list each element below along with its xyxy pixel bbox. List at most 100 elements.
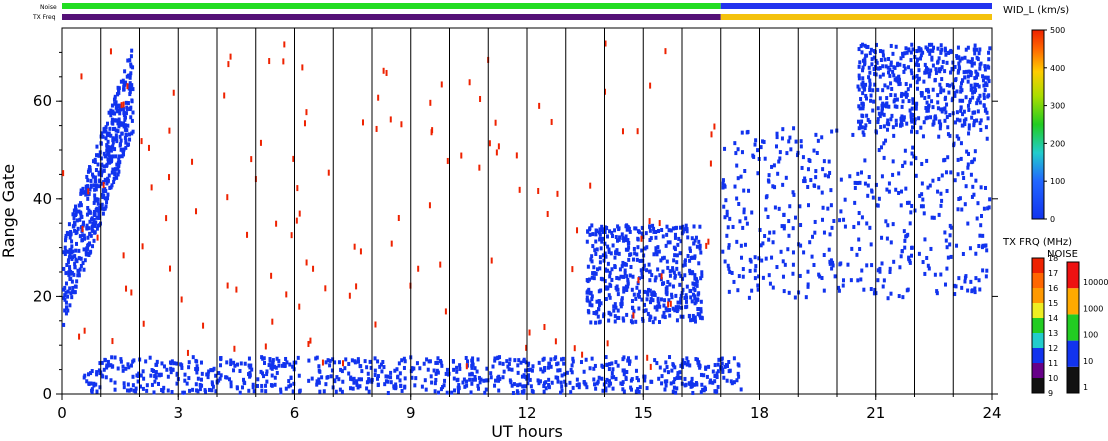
data-cell <box>489 371 493 376</box>
data-cell <box>359 364 363 369</box>
x-tick-label-3: 9 <box>406 404 416 422</box>
data-cell <box>157 372 161 377</box>
data-cell <box>901 54 905 59</box>
data-cell <box>561 356 565 361</box>
data-cell <box>799 223 803 228</box>
data-cell <box>240 385 244 390</box>
data-cell <box>206 375 210 380</box>
data-cell <box>830 129 834 134</box>
data-cell <box>962 175 966 180</box>
data-cell <box>575 377 579 382</box>
data-cell <box>927 74 931 79</box>
data-cell <box>759 243 763 248</box>
data-cell <box>939 203 943 208</box>
data-cell <box>134 389 138 394</box>
data-cell <box>948 83 952 88</box>
data-cell <box>609 312 613 317</box>
data-cell <box>874 42 878 47</box>
data-cell <box>106 176 110 181</box>
data-cell <box>586 298 590 303</box>
data-cell <box>70 239 74 244</box>
data-cell <box>967 123 971 128</box>
data-cell <box>648 300 652 305</box>
data-cell <box>123 111 127 116</box>
data-cell <box>64 311 68 316</box>
data-cell <box>940 173 944 178</box>
data-cell <box>965 149 969 154</box>
data-cell <box>931 87 935 92</box>
data-cell <box>415 361 419 366</box>
data-cell <box>82 247 86 252</box>
data-cell <box>123 117 127 122</box>
data-cell <box>349 376 353 381</box>
data-cell <box>832 218 836 223</box>
data-cell <box>537 381 541 386</box>
data-cell <box>700 382 704 387</box>
data-cell <box>638 289 642 294</box>
data-cell <box>548 361 552 366</box>
data-cell <box>750 288 754 293</box>
data-cell <box>906 87 910 92</box>
data-cell <box>708 380 712 385</box>
data-cell <box>677 236 681 241</box>
data-cell <box>861 106 865 111</box>
data-cell <box>86 243 90 248</box>
data-cell <box>615 238 619 243</box>
data-cell <box>136 379 140 384</box>
data-cell <box>721 178 725 183</box>
data-cell <box>949 225 953 230</box>
data-cell <box>93 197 97 202</box>
data-cell <box>275 356 279 361</box>
data-cell <box>883 57 887 62</box>
data-cell <box>692 241 696 246</box>
data-cell <box>414 376 418 381</box>
data-cell <box>87 372 91 377</box>
data-cell <box>852 224 856 229</box>
data-cell <box>889 62 893 67</box>
data-cell <box>626 284 630 289</box>
data-cell <box>556 368 560 373</box>
data-cell <box>88 165 92 170</box>
width-tick-label-2: 200 <box>1050 139 1065 148</box>
data-cell <box>716 369 720 374</box>
data-cell <box>930 99 934 104</box>
data-cell <box>593 363 597 368</box>
data-cell <box>863 181 867 186</box>
data-cell <box>636 229 640 234</box>
data-cell <box>956 172 960 177</box>
data-cell <box>830 266 834 271</box>
data-cell <box>917 48 921 53</box>
data-cell <box>450 390 454 395</box>
data-cell <box>626 356 630 361</box>
data-cell <box>926 115 930 120</box>
data-cell <box>970 86 974 91</box>
data-cell <box>948 233 952 238</box>
data-cell <box>902 63 906 68</box>
data-cell <box>356 385 360 390</box>
data-cell <box>939 67 943 72</box>
data-cell <box>798 204 802 209</box>
data-cell <box>784 175 788 180</box>
data-cell <box>984 243 988 248</box>
data-cell <box>730 381 734 386</box>
data-cell <box>645 268 649 273</box>
data-cell <box>982 92 986 97</box>
data-cell <box>72 216 76 221</box>
data-cell <box>803 179 807 184</box>
data-cell <box>756 171 760 176</box>
data-cell <box>904 186 908 191</box>
data-cell <box>683 295 687 300</box>
data-cell <box>666 240 670 245</box>
data-cell <box>94 382 98 387</box>
data-cell <box>833 274 837 279</box>
data-cell-red <box>120 102 123 109</box>
data-cell <box>113 387 117 392</box>
data-cell <box>523 384 527 389</box>
data-cell <box>590 254 594 259</box>
data-cell-red <box>301 64 304 71</box>
data-cell <box>64 271 68 276</box>
data-cell <box>735 239 739 244</box>
data-cell <box>626 238 630 243</box>
noise-colorbar-frame <box>1066 261 1080 394</box>
